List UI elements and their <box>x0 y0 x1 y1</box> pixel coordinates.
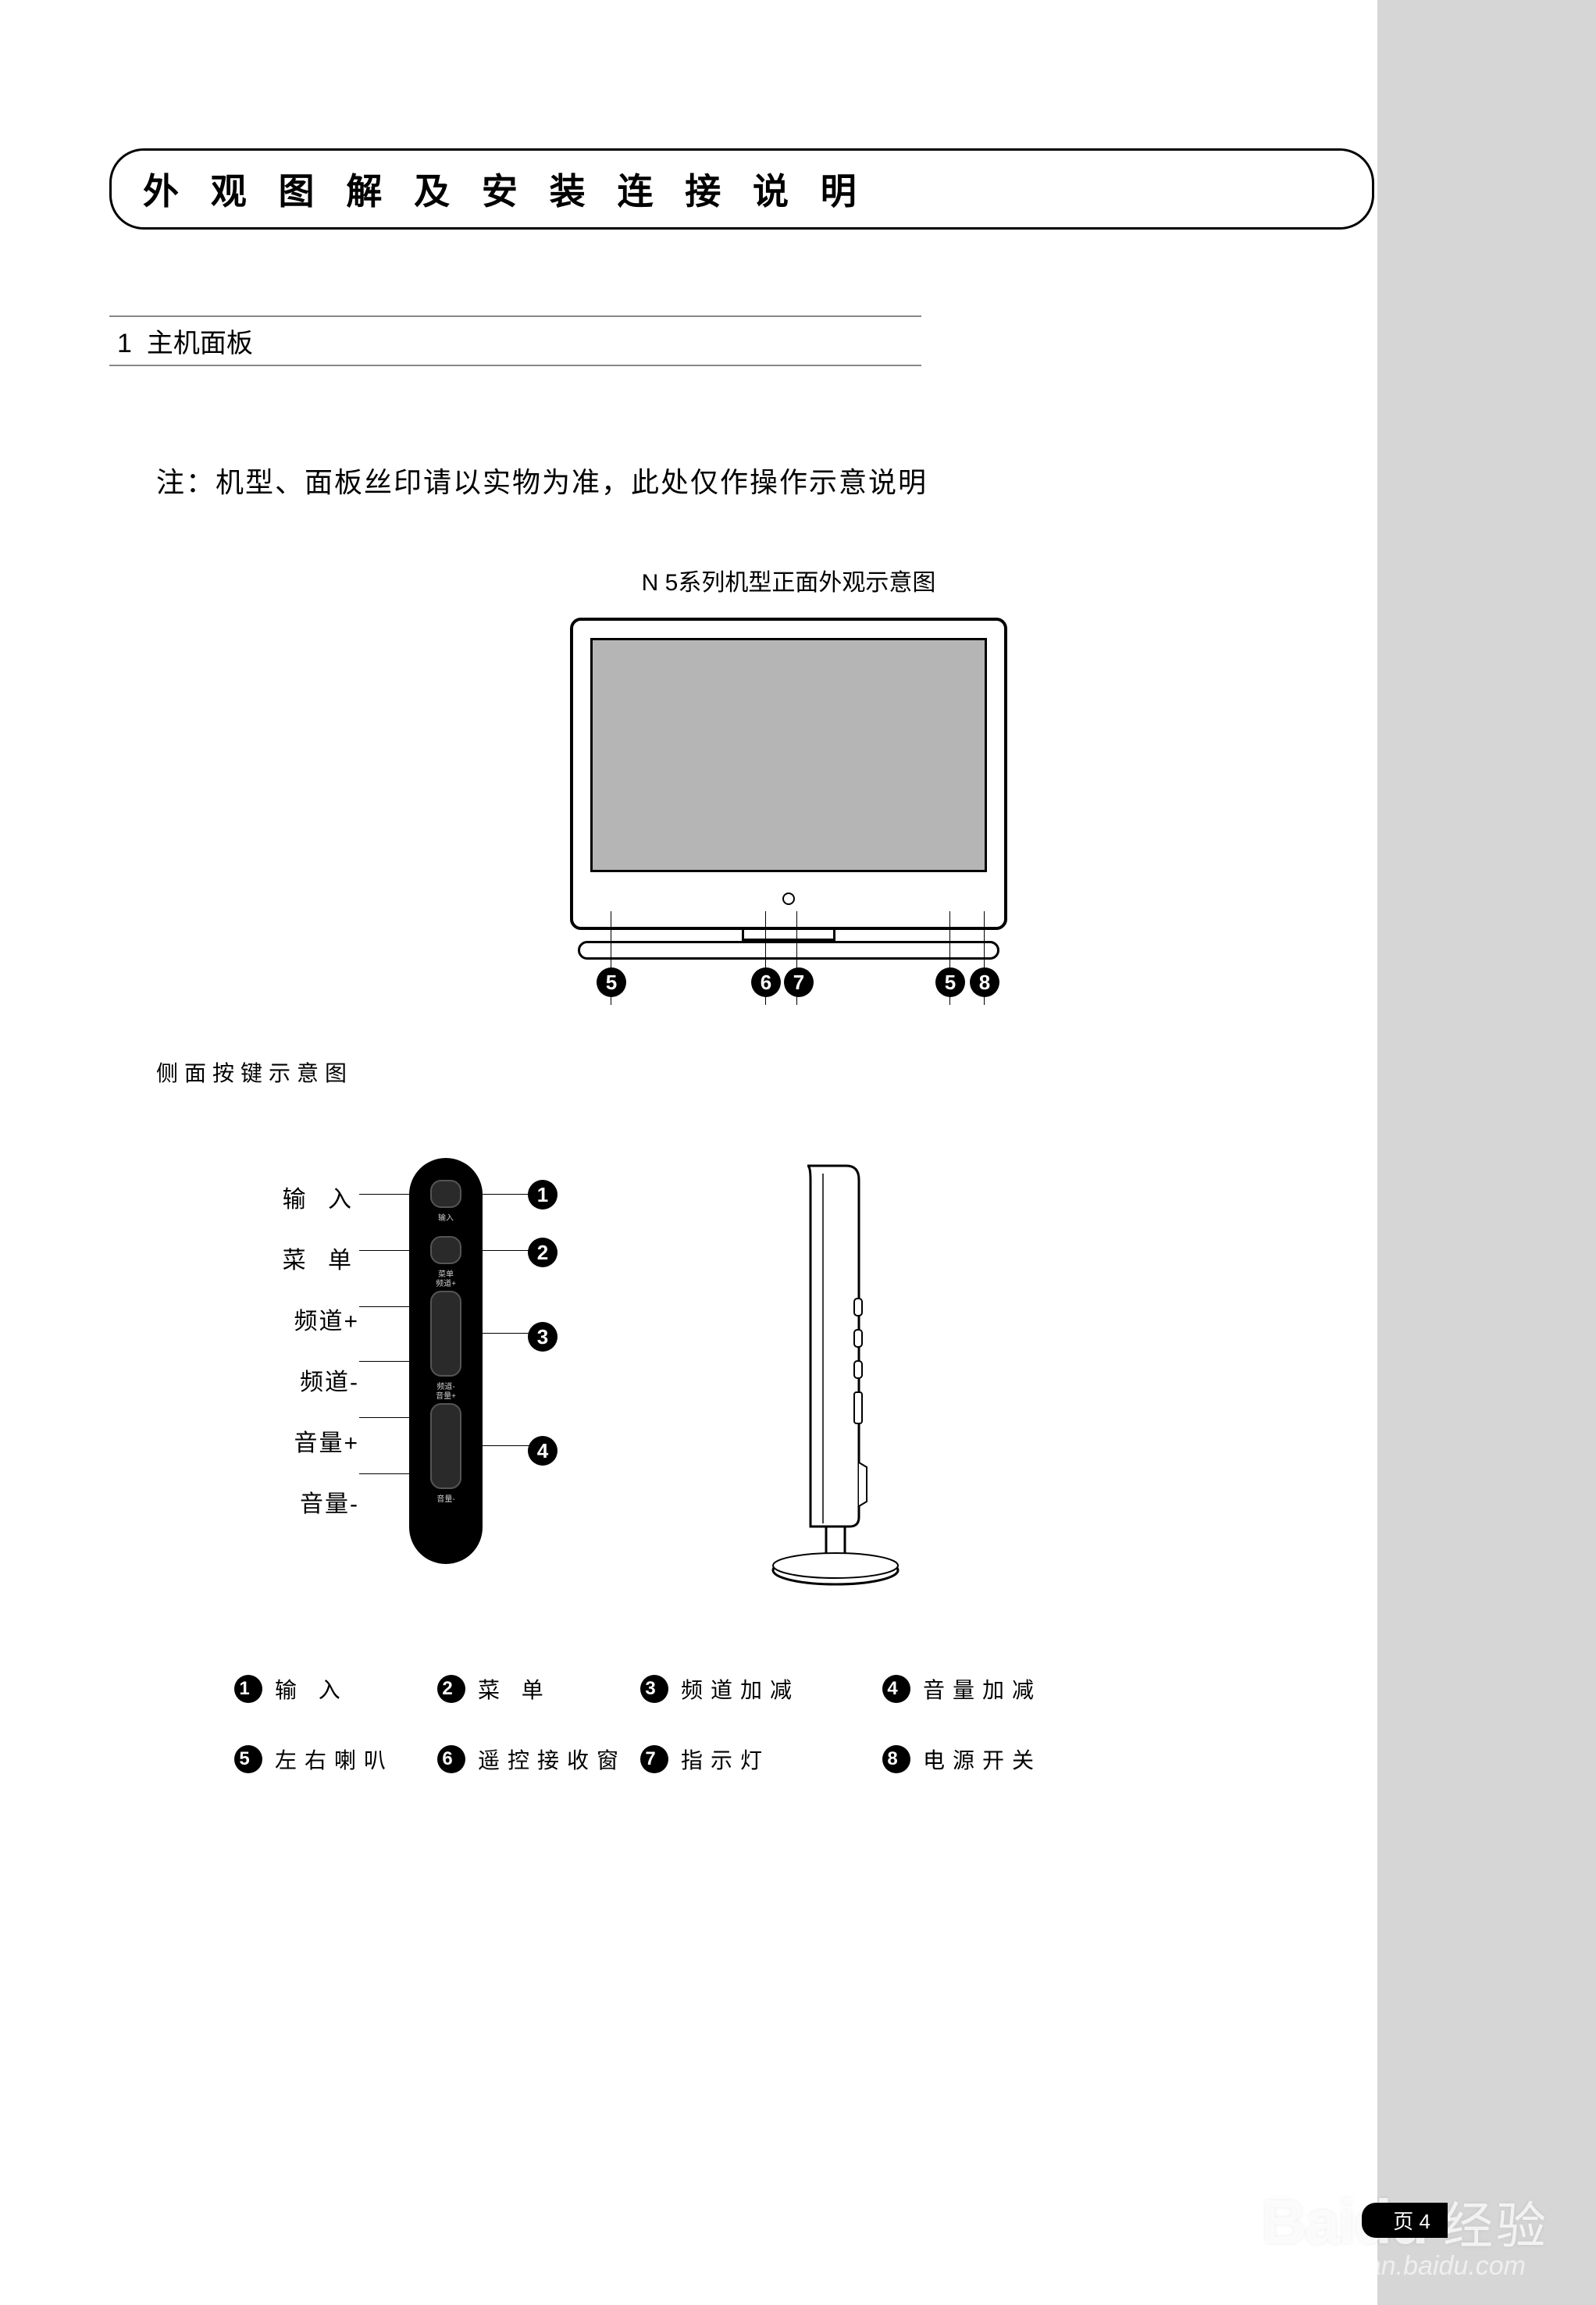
legend-label: 菜 单 <box>478 1673 551 1705</box>
legend-label: 音量加减 <box>923 1673 1042 1705</box>
front-figure-title: N 5系列机型正面外观示意图 <box>468 563 1109 597</box>
legend-label: 左右喇叭 <box>275 1744 394 1775</box>
remote-btn-text: 输入 <box>438 1211 454 1223</box>
callout-badge: 6 <box>437 1745 465 1773</box>
leader-line <box>359 1417 409 1418</box>
remote-btn-text: 频道+ <box>436 1277 456 1288</box>
tv-stand-neck <box>742 930 835 941</box>
section-header: 1 主机面板 <box>109 315 921 366</box>
legend-item: 2 菜 单 <box>437 1673 640 1705</box>
tv-front-button-icon <box>782 892 795 905</box>
tv-stand-base <box>578 941 999 960</box>
callout-badge: 8 <box>970 967 999 997</box>
remote-button-icon <box>430 1236 461 1264</box>
remote-body: 输入 菜单 频道+ 频道- 音量+ 音量- <box>409 1158 483 1564</box>
tv-screen <box>590 638 987 872</box>
callout-badge: 2 <box>528 1238 558 1267</box>
front-callout-row: 5 6 7 5 8 <box>468 967 1109 1002</box>
page-title-bar: 外 观 图 解 及 安 装 连 接 说 明 <box>109 148 1374 230</box>
side-figure-title: 侧面按键示意图 <box>156 1056 1487 1088</box>
section-number: 1 <box>117 329 132 358</box>
button-label-column: 输 入 菜 单 频道+ 频道- 音量+ 音量- <box>258 1158 359 1595</box>
legend-item: 3 频道加减 <box>640 1673 882 1705</box>
legend-item: 8 电源开关 <box>882 1744 1085 1775</box>
legend-label: 电源开关 <box>923 1744 1042 1775</box>
page-content: 外 观 图 解 及 安 装 连 接 说 明 1 主机面板 注：机型、面板丝印请以… <box>0 0 1596 1775</box>
legend-item: 1 输 入 <box>234 1673 437 1705</box>
callout-badge: 5 <box>597 967 626 997</box>
page-title: 外 观 图 解 及 安 装 连 接 说 明 <box>143 171 867 212</box>
legend-label: 频道加减 <box>681 1673 800 1705</box>
page-label: 页 <box>1393 2210 1413 2233</box>
note-text: 注：机型、面板丝印请以实物为准，此处仅作操作示意说明 <box>156 460 1487 501</box>
callout-badge: 3 <box>528 1322 558 1352</box>
page-number: 4 <box>1420 2210 1430 2233</box>
legend-label: 遥控接收窗 <box>478 1744 626 1775</box>
callout-badge: 4 <box>882 1675 910 1703</box>
section-title: 主机面板 <box>147 329 253 358</box>
callout-badge: 1 <box>234 1675 262 1703</box>
legend-item: 7 指示灯 <box>640 1744 882 1775</box>
leader-line <box>359 1194 409 1195</box>
btn-label-ch-down: 频道- <box>258 1363 359 1397</box>
callout-badge: 6 <box>751 967 781 997</box>
callout-badge: 5 <box>234 1745 262 1773</box>
side-diagram-row: 输 入 菜 单 频道+ 频道- 音量+ 音量- 输入 菜单 <box>258 1158 1487 1595</box>
callout-badge: 8 <box>882 1745 910 1773</box>
leader-line <box>483 1250 529 1251</box>
remote-btn-text: 音量+ <box>436 1389 456 1401</box>
legend-item: 6 遥控接收窗 <box>437 1744 640 1775</box>
tv-bezel <box>570 618 1007 930</box>
btn-label-menu: 菜 单 <box>258 1241 359 1275</box>
callout-badge: 7 <box>640 1745 668 1773</box>
callout-badge: 1 <box>528 1180 558 1210</box>
side-button-group: 输 入 菜 单 频道+ 频道- 音量+ 音量- 输入 菜单 <box>258 1158 558 1595</box>
number-badge-column: 1 2 3 4 <box>528 1158 558 1595</box>
leader-line <box>359 1473 409 1474</box>
callout-badge: 7 <box>784 967 814 997</box>
tv-side-svg <box>761 1158 901 1603</box>
callout-badge: 5 <box>935 967 965 997</box>
leader-line <box>483 1445 529 1446</box>
leader-line <box>483 1333 529 1334</box>
legend-item: 5 左右喇叭 <box>234 1744 437 1775</box>
tv-front-diagram: 5 6 7 5 8 <box>468 618 1109 1002</box>
page-number-badge: 页 4 <box>1362 2203 1448 2238</box>
legend-item: 4 音量加减 <box>882 1673 1085 1705</box>
btn-label-vol-down: 音量- <box>258 1484 359 1519</box>
remote-btn-text: 音量- <box>436 1492 454 1504</box>
leader-line <box>483 1194 529 1195</box>
callout-badge: 2 <box>437 1675 465 1703</box>
legend-label: 输 入 <box>275 1673 348 1705</box>
btn-label-vol-up: 音量+ <box>258 1423 359 1458</box>
watermark-text-cn: 经验 <box>1443 2198 1549 2254</box>
remote-button-icon <box>430 1180 461 1208</box>
remote-rocker-icon <box>430 1291 461 1377</box>
legend-label: 指示灯 <box>681 1744 770 1775</box>
leader-line <box>359 1361 409 1362</box>
btn-label-ch-up: 频道+ <box>258 1302 359 1336</box>
watermark-url: jingyan.baidu.com <box>1312 2251 1526 2282</box>
callout-badge: 3 <box>640 1675 668 1703</box>
legend-row: 5 左右喇叭 6 遥控接收窗 7 指示灯 8 电源开关 <box>234 1744 1093 1775</box>
legend-row: 1 输 入 2 菜 单 3 频道加减 4 音量加减 <box>234 1673 1093 1705</box>
leader-line <box>359 1306 409 1307</box>
tv-side-profile <box>761 1158 878 1595</box>
remote-wrapper: 输入 菜单 频道+ 频道- 音量+ 音量- <box>359 1158 531 1595</box>
leader-line <box>359 1250 409 1251</box>
remote-rocker-icon <box>430 1403 461 1489</box>
btn-label-input: 输 入 <box>258 1180 359 1214</box>
callout-badge: 4 <box>528 1436 558 1466</box>
legend: 1 输 入 2 菜 单 3 频道加减 4 音量加减 5 左右喇叭 6 遥控接收窗 7 指示灯 … <box>234 1673 1093 1775</box>
